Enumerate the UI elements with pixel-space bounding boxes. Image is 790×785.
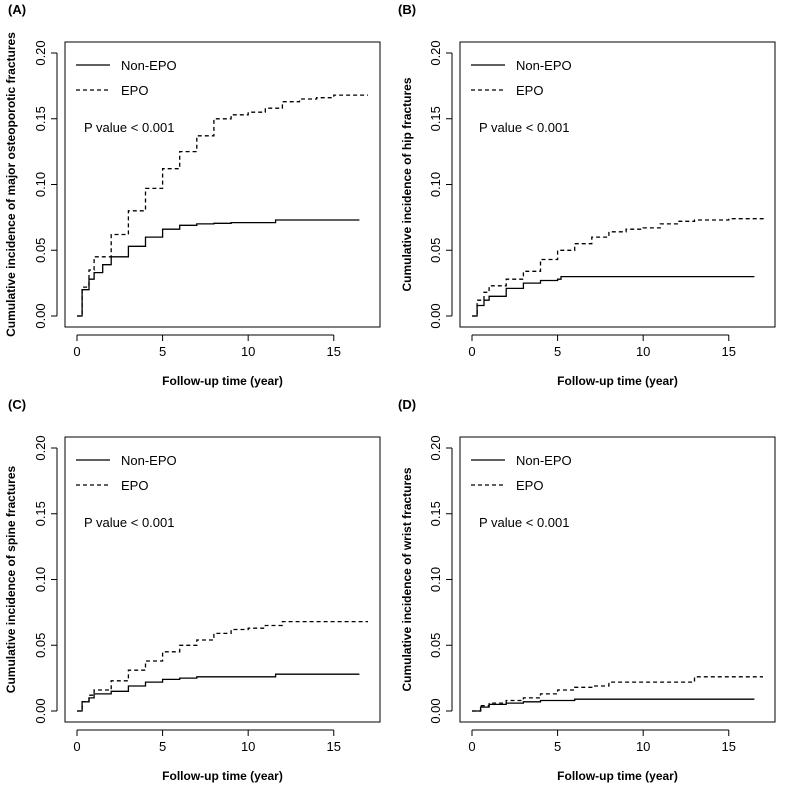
legend-label: EPO bbox=[516, 83, 543, 98]
x-tick-label: 5 bbox=[159, 739, 166, 754]
y-tick-label: 0.05 bbox=[33, 633, 48, 658]
x-axis-title: Follow-up time (year) bbox=[557, 374, 678, 388]
x-tick-label: 10 bbox=[636, 344, 650, 359]
legend-label: EPO bbox=[121, 478, 148, 493]
legend-label: EPO bbox=[121, 83, 148, 98]
panel-a: (A) 0 5 10 15 0.00 0.05 0.10 0.15 0.20 Follow-up t… bbox=[4, 2, 381, 388]
plot-frame bbox=[64, 436, 381, 723]
x-tick-label: 15 bbox=[722, 344, 736, 359]
p-value-annotation: P value < 0.001 bbox=[84, 120, 174, 135]
panel-d: (D) 0 5 10 15 0.00 0.05 0.10 0.15 0.20 Follow-up t… bbox=[398, 397, 776, 783]
y-tick-label: 0.00 bbox=[33, 303, 48, 328]
series-line-epo bbox=[77, 94, 368, 317]
panel-label: (D) bbox=[398, 397, 416, 412]
series-line-non-epo bbox=[472, 275, 755, 317]
x-axis-title: Follow-up time (year) bbox=[557, 769, 678, 783]
plot-frame bbox=[64, 41, 381, 328]
y-tick-label: 0.10 bbox=[428, 567, 443, 592]
panel-label: (C) bbox=[8, 397, 26, 412]
panel-c: (C) 0 5 10 15 0.00 0.05 0.10 0.15 0.20 Follow-up t… bbox=[4, 397, 381, 783]
p-value-annotation: P value < 0.001 bbox=[479, 120, 569, 135]
y-tick-label: 0.20 bbox=[428, 40, 443, 65]
legend-label: Non-EPO bbox=[516, 453, 572, 468]
y-tick-label: 0.05 bbox=[33, 238, 48, 263]
legend-label: Non-EPO bbox=[516, 58, 572, 73]
series-line-epo bbox=[77, 620, 368, 712]
y-axis-title: Cumulative incidence of wrist fractures bbox=[400, 467, 414, 691]
x-tick-label: 10 bbox=[636, 739, 650, 754]
y-tick-label: 0.15 bbox=[428, 106, 443, 131]
y-tick-label: 0.20 bbox=[428, 435, 443, 460]
series-line-non-epo bbox=[77, 673, 360, 712]
y-tick-label: 0.00 bbox=[33, 698, 48, 723]
panel-label: (B) bbox=[398, 2, 416, 17]
y-tick-label: 0.20 bbox=[33, 435, 48, 460]
y-tick-label: 0.05 bbox=[428, 238, 443, 263]
y-axis-title: Cumulative incidence of hip fractures bbox=[400, 77, 414, 291]
plot-frame bbox=[459, 436, 776, 723]
y-axis-title: Cumulative incidence of spine fractures bbox=[4, 465, 18, 693]
y-tick-label: 0.00 bbox=[428, 698, 443, 723]
series-line-non-epo bbox=[77, 219, 360, 317]
x-tick-label: 0 bbox=[73, 739, 80, 754]
y-tick-label: 0.00 bbox=[428, 303, 443, 328]
y-tick-label: 0.15 bbox=[33, 106, 48, 131]
series-line-epo bbox=[472, 217, 764, 317]
y-tick-label: 0.20 bbox=[33, 40, 48, 65]
y-axis-title: Cumulative incidence of major osteoporot… bbox=[4, 32, 18, 337]
panel-label: (A) bbox=[8, 2, 26, 17]
series-line-non-epo bbox=[472, 698, 755, 712]
y-tick-label: 0.15 bbox=[428, 501, 443, 526]
p-value-annotation: P value < 0.001 bbox=[479, 515, 569, 530]
x-tick-label: 5 bbox=[554, 739, 561, 754]
y-tick-label: 0.10 bbox=[33, 567, 48, 592]
x-tick-label: 5 bbox=[554, 344, 561, 359]
plot-frame bbox=[459, 41, 776, 328]
legend-label: Non-EPO bbox=[121, 58, 177, 73]
x-tick-label: 15 bbox=[722, 739, 736, 754]
x-tick-label: 15 bbox=[327, 739, 341, 754]
panel-b: (B) 0 5 10 15 0.00 0.05 0.10 0.15 0.20 Follow-up t… bbox=[398, 2, 776, 388]
x-tick-label: 0 bbox=[468, 739, 475, 754]
x-axis-title: Follow-up time (year) bbox=[162, 769, 283, 783]
y-tick-label: 0.05 bbox=[428, 633, 443, 658]
x-tick-label: 10 bbox=[241, 739, 255, 754]
x-tick-label: 5 bbox=[159, 344, 166, 359]
x-tick-label: 0 bbox=[73, 344, 80, 359]
x-tick-label: 15 bbox=[327, 344, 341, 359]
x-tick-label: 10 bbox=[241, 344, 255, 359]
legend-label: EPO bbox=[516, 478, 543, 493]
x-axis-title: Follow-up time (year) bbox=[162, 374, 283, 388]
series-line-epo bbox=[472, 676, 763, 712]
x-tick-label: 0 bbox=[468, 344, 475, 359]
y-tick-label: 0.10 bbox=[428, 172, 443, 197]
y-tick-label: 0.10 bbox=[33, 172, 48, 197]
y-tick-label: 0.15 bbox=[33, 501, 48, 526]
p-value-annotation: P value < 0.001 bbox=[84, 515, 174, 530]
legend-label: Non-EPO bbox=[121, 453, 177, 468]
